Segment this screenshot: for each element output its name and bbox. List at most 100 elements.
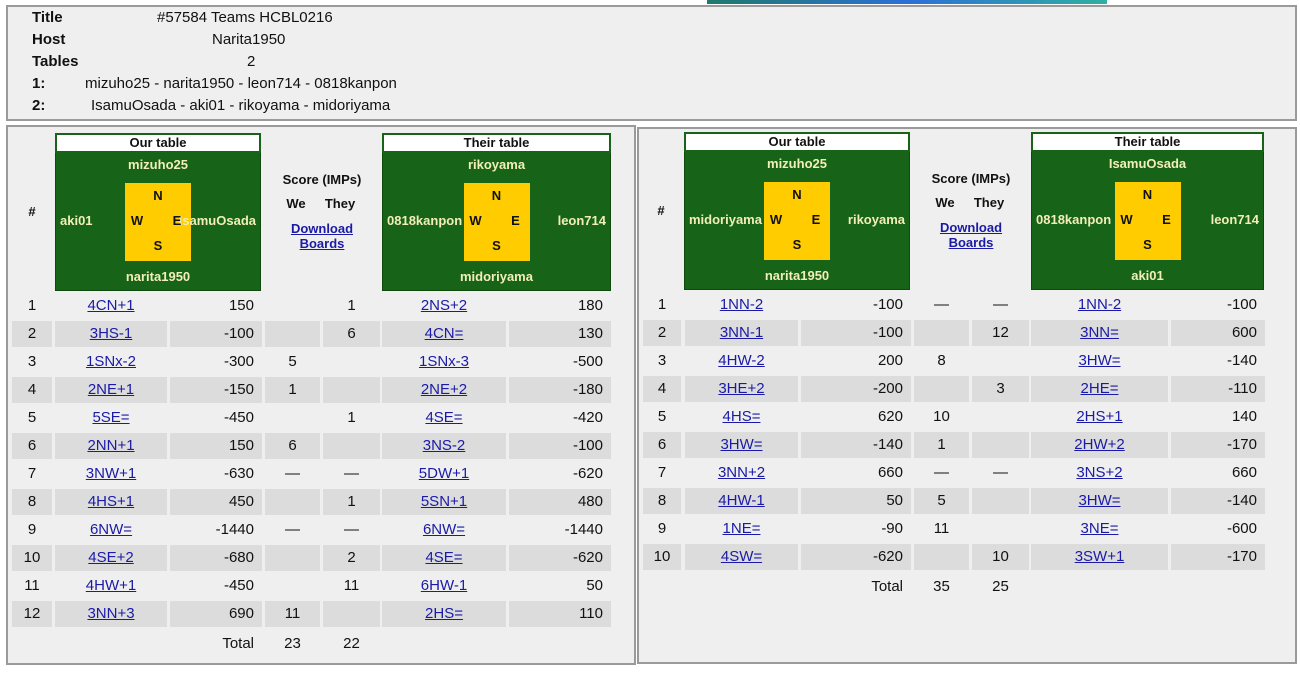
- contract-link[interactable]: 3NS+2: [1076, 464, 1123, 481]
- download-boards-link[interactable]: Download Boards: [939, 220, 1003, 250]
- row-cell-bg: [170, 601, 262, 627]
- score-header: Score (IMPs): [282, 172, 362, 187]
- contract-link[interactable]: 2HW+2: [1074, 436, 1125, 453]
- row-cell-bg: [12, 545, 52, 571]
- line-players: mizuho25 - narita1950 - leon714 - 0818ka…: [85, 75, 397, 92]
- contract-link[interactable]: 3HW=: [1078, 492, 1121, 509]
- contract-link[interactable]: 5SN+1: [420, 493, 468, 510]
- contract-link[interactable]: 3HE+2: [718, 380, 765, 397]
- contract-link[interactable]: 3NW+1: [85, 465, 137, 482]
- contract-link[interactable]: 4HW-1: [718, 492, 765, 509]
- imps-they: 3: [996, 380, 1005, 397]
- row-cell-bg: [972, 320, 1029, 346]
- score: -140: [1226, 352, 1257, 369]
- contract-link[interactable]: 4CN=: [424, 325, 464, 342]
- contract-link[interactable]: 6NW=: [422, 521, 466, 538]
- contract-link[interactable]: 4HW-2: [718, 352, 765, 369]
- east-player: leon714: [1210, 212, 1259, 227]
- contract-link[interactable]: 2NS+2: [420, 297, 468, 314]
- compass-n: N: [153, 188, 163, 203]
- contract-link[interactable]: 2HS=: [425, 605, 463, 622]
- row-cell-bg: [55, 377, 167, 403]
- contract-link-cell: 4HS=: [592, 407, 892, 427]
- contract-link[interactable]: 1SNx-3: [418, 353, 470, 370]
- contract-link[interactable]: 3NE=: [1080, 520, 1119, 537]
- contract-link-cell: 3NW+1: [0, 464, 261, 484]
- contract-link[interactable]: 2NE+1: [87, 381, 135, 398]
- score: -140: [1226, 492, 1257, 509]
- contract-link[interactable]: 1NN-2: [719, 296, 764, 313]
- row-cell-bg: [265, 377, 320, 403]
- contract-link[interactable]: 4CN+1: [87, 297, 135, 314]
- row-cell-bg: [323, 377, 380, 403]
- board-number: 10: [653, 548, 671, 565]
- score: -170: [1226, 548, 1257, 565]
- row-cell-bg: [265, 545, 320, 571]
- compass-s: S: [153, 238, 163, 253]
- contract-link[interactable]: 3NN+3: [87, 605, 135, 622]
- board-number: 5: [27, 409, 37, 426]
- west-player: 0818kanpon: [387, 213, 463, 228]
- contract-link[interactable]: 6NW=: [89, 521, 133, 538]
- row-cell-bg: [55, 489, 167, 515]
- board-number: 7: [657, 464, 667, 481]
- contract-link[interactable]: 3HW=: [720, 436, 763, 453]
- contract-link[interactable]: 1SNx-2: [85, 353, 137, 370]
- contract-link[interactable]: 4HS=: [722, 408, 761, 425]
- contract-link[interactable]: 2NE+2: [420, 381, 468, 398]
- board-number: 7: [27, 465, 37, 482]
- contract-link-cell: 3HW=: [950, 351, 1250, 371]
- row-cell-bg: [55, 545, 167, 571]
- board-number: 4: [657, 380, 667, 397]
- contract-link[interactable]: 1NE=: [722, 520, 761, 537]
- board-number: 6: [657, 436, 667, 453]
- line-label: 1:: [32, 75, 46, 92]
- contract-link-cell: 4SE=: [294, 408, 594, 428]
- contract-link[interactable]: 5SE=: [92, 409, 130, 426]
- contract-link[interactable]: 3NN-1: [719, 324, 764, 341]
- imps-we: 11: [933, 520, 950, 537]
- contract-link[interactable]: 4SE=: [425, 549, 463, 566]
- row-cell-bg: [12, 433, 52, 459]
- imps-they: 10: [992, 548, 1009, 565]
- contract-link[interactable]: 4SE=: [425, 409, 463, 426]
- contract-link[interactable]: 2HS+1: [1076, 408, 1123, 425]
- contract-link-cell: 1SNx-2: [0, 352, 261, 372]
- contract-link[interactable]: 3NS-2: [422, 437, 466, 454]
- contract-link[interactable]: 6HW-1: [420, 577, 468, 594]
- row-cell-bg: [509, 321, 611, 347]
- contract-link[interactable]: 3HW=: [1078, 352, 1121, 369]
- contract-link[interactable]: 4SW=: [720, 548, 763, 565]
- contract-link[interactable]: 3HS-1: [89, 325, 133, 342]
- contract-link-cell: 3NS-2: [294, 436, 594, 456]
- compass-box: [1114, 182, 1181, 260]
- score: 130: [577, 325, 603, 342]
- download-boards-link[interactable]: Download Boards: [290, 221, 354, 251]
- row-cell-bg: [914, 488, 969, 514]
- contract-link[interactable]: 1NN-2: [1077, 296, 1122, 313]
- contract-link[interactable]: 2HE=: [1080, 380, 1119, 397]
- row-cell-bg: [1171, 376, 1265, 402]
- imps-they: 1: [347, 297, 356, 314]
- contract-link[interactable]: 4SE+2: [88, 549, 134, 566]
- board-number: 1: [27, 297, 37, 314]
- contract-link[interactable]: 2NN+1: [87, 437, 135, 454]
- row-cell-bg: [1171, 488, 1265, 514]
- contract-link[interactable]: 3NN=: [1080, 324, 1119, 341]
- board-number: 3: [27, 353, 37, 370]
- row-cell-bg: [170, 545, 262, 571]
- contract-link[interactable]: 4HW+1: [85, 577, 137, 594]
- tables: 2: [247, 53, 256, 70]
- contract-link[interactable]: 4HS+1: [87, 493, 135, 510]
- row-cell-bg: [323, 601, 380, 627]
- contract-link[interactable]: 5DW+1: [418, 465, 470, 482]
- contract-link-cell: 1SNx-3: [294, 352, 594, 372]
- north-player: mizuho25: [767, 156, 827, 171]
- contract-link[interactable]: 3NN+2: [717, 464, 766, 481]
- east-player: leon714: [557, 213, 606, 228]
- contract-link-cell: 2HE=: [950, 379, 1250, 399]
- row-cell-bg: [685, 544, 798, 570]
- contract-link[interactable]: 3SW+1: [1074, 548, 1125, 565]
- imps-we: 11: [284, 605, 301, 622]
- score: -100: [872, 296, 903, 313]
